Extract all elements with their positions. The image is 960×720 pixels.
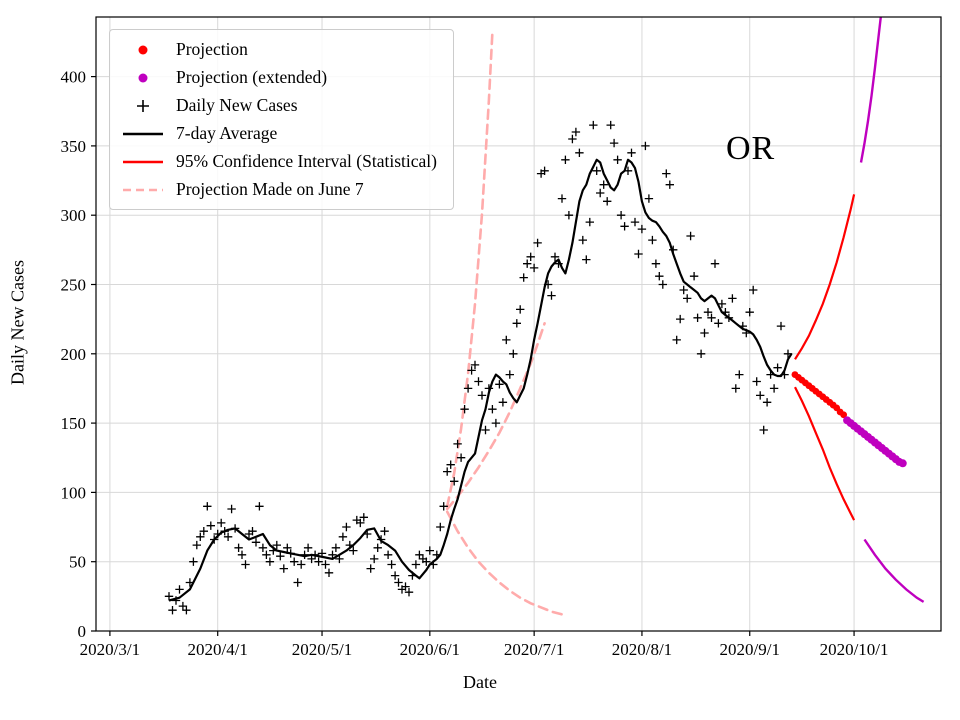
seven-day-average-line [168,158,793,602]
legend: Projection Projection (extended) Daily New… [109,29,454,210]
y-tick-label: 50 [69,553,86,572]
june7-projection-curve [445,322,546,511]
x-tick-label: 2020/4/1 [187,640,247,659]
line-marker-icon [123,132,163,135]
legend-entry-4: 95% Confidence Interval (Statistical) [120,151,437,172]
axes-spines [95,16,942,632]
y-tick-label: 250 [61,275,87,294]
y-axis-label: Daily New Cases [7,260,28,385]
x-tick-label: 2020/10/1 [820,640,889,659]
legend-label: 7-day Average [176,123,278,143]
x-axis-label: Date [463,672,497,692]
legend-label: Projection (extended) [176,67,328,87]
x-tick-label: 2020/5/1 [292,640,352,659]
dot-marker-icon [138,45,148,54]
ci-upper-red [794,194,856,360]
legend-entry-5: Projection Made on June 7 [120,179,437,200]
legend-entry-0: Projection [120,39,437,60]
state-annotation: OR [726,130,776,167]
projection-extended-dot [898,459,907,468]
legend-entry-1: Projection (extended) [120,67,437,88]
june7-projection-curve [445,30,494,508]
ci-lower-red [794,386,856,521]
legend-marker-shape [138,45,148,54]
y-tick-label: 100 [61,483,87,502]
legend-label: Projection Made on June 7 [176,179,364,199]
y-tick-label: 200 [61,345,87,364]
legend-marker-shape [138,73,148,82]
x-tick-label: 2020/9/1 [720,640,780,659]
legend-label: Daily New Cases [176,95,298,115]
daily-cases-markers [164,120,793,615]
june7-projection-curve [445,510,564,616]
y-tick-label: 400 [61,68,87,87]
legend-entry-3: 7-day Average [120,123,437,144]
x-tick-label: 2020/6/1 [400,640,460,659]
x-tick-label: 2020/3/1 [80,640,140,659]
y-tick-label: 300 [61,206,87,225]
legend-label: Projection [176,39,248,59]
dashed-marker-icon [123,188,163,191]
legend-marker-shape [137,99,149,112]
legend-entry-2: Daily New Cases [120,95,437,116]
y-tick-label: 350 [61,137,87,156]
y-tick-label: 0 [78,622,87,641]
plus-marker-icon [137,99,149,112]
dot-marker-icon [138,73,148,82]
ci-upper-extended [859,17,882,163]
legend-label: 95% Confidence Interval (Statistical) [176,151,437,171]
x-tick-label: 2020/7/1 [504,640,564,659]
ci-lower-extended [863,538,925,603]
y-tick-label: 150 [61,414,87,433]
line-marker-icon [123,160,163,163]
x-tick-label: 2020/8/1 [612,640,672,659]
projection-dot [840,411,848,419]
